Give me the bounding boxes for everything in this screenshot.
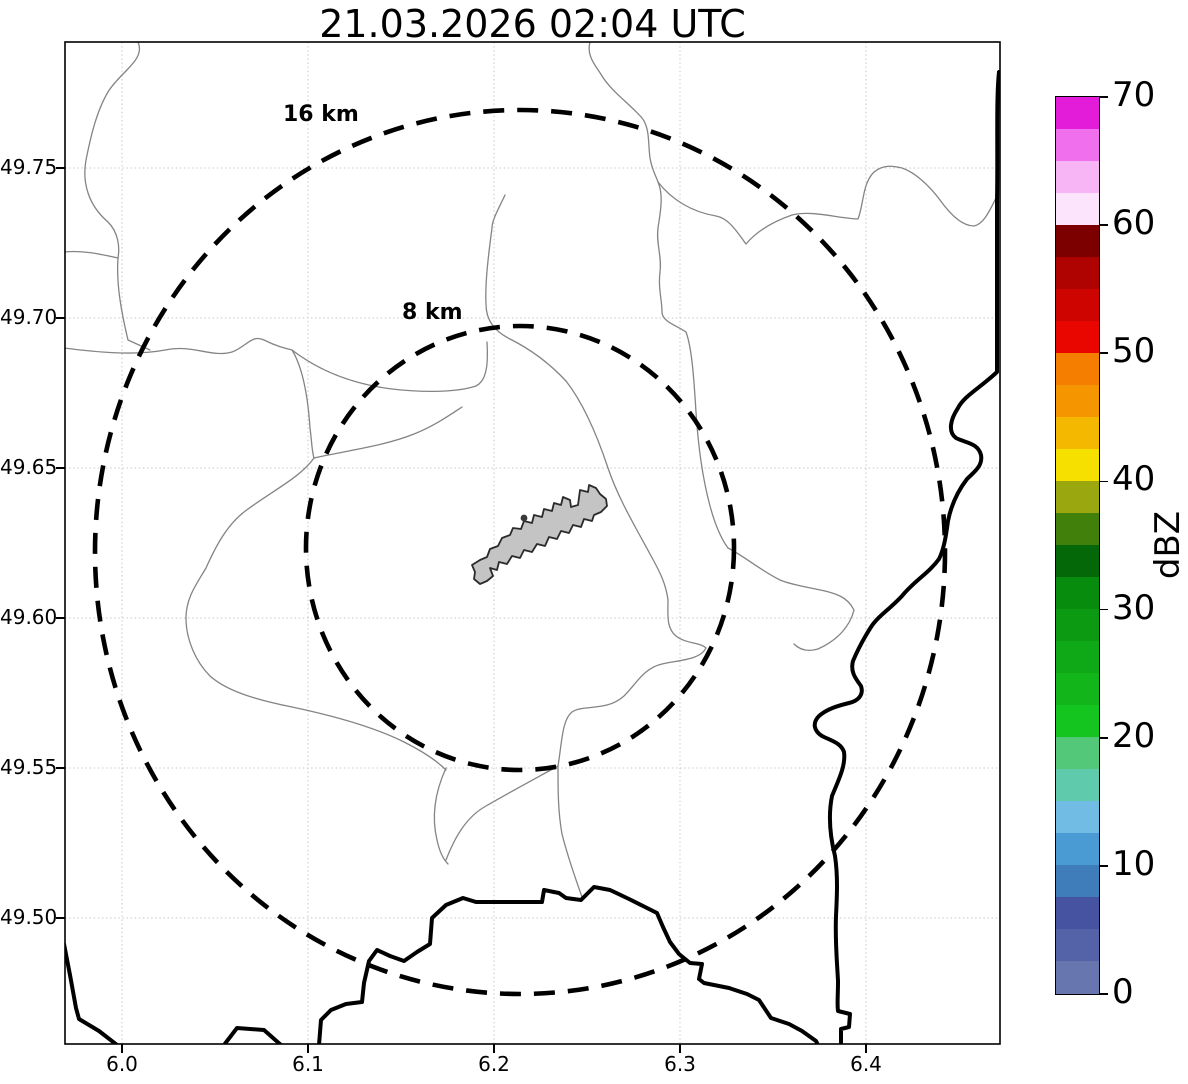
y-tick-mark	[56, 617, 65, 619]
x-tick-label: 6.0	[106, 1052, 138, 1076]
colorbar-tick-label: 30	[1112, 587, 1156, 628]
y-tick-label: 49.70	[0, 305, 58, 329]
colorbar-tick-label: 40	[1112, 459, 1156, 500]
colorbar-band	[1056, 385, 1099, 418]
colorbar-band	[1056, 801, 1099, 834]
colorbar-tick-mark	[1100, 736, 1108, 739]
colorbar-band	[1056, 865, 1099, 898]
colorbar-tick-mark	[1100, 608, 1108, 611]
colorbar-band	[1056, 929, 1099, 962]
colorbar-band	[1056, 289, 1099, 322]
colorbar-band	[1056, 193, 1099, 226]
range-rings	[92, 107, 948, 997]
colorbar-tick-label: 50	[1112, 331, 1156, 372]
colorbar-band	[1056, 481, 1099, 514]
colorbar-tick-mark	[1100, 993, 1108, 995]
colorbar-tick-label: 70	[1112, 75, 1156, 115]
colorbar-band	[1056, 161, 1099, 194]
x-tick-label: 6.1	[292, 1052, 324, 1076]
colorbar-band	[1056, 961, 1099, 994]
colorbar-band	[1056, 897, 1099, 930]
y-tick-mark	[56, 767, 65, 769]
colorbar-band	[1056, 513, 1099, 546]
y-tick-label: 49.50	[0, 905, 58, 929]
colorbar	[1055, 96, 1100, 995]
x-tick-label: 6.3	[664, 1052, 696, 1076]
colorbar-tick-mark	[1100, 352, 1108, 355]
colorbar-tick-mark	[1100, 96, 1108, 98]
figure-title: 21.03.2026 02:04 UTC	[319, 2, 746, 46]
colorbar-tick-label: 10	[1112, 843, 1156, 884]
colorbar-tick-mark	[1100, 480, 1108, 483]
x-tick-mark	[307, 1044, 309, 1053]
x-tick-label: 6.4	[850, 1052, 882, 1076]
y-tick-label: 49.60	[0, 605, 58, 629]
x-tick-mark	[493, 1044, 495, 1053]
colorbar-band	[1056, 577, 1099, 610]
city-boundary-polygon	[471, 484, 608, 585]
colorbar-band	[1056, 545, 1099, 578]
colorbar-tick-label: 20	[1112, 715, 1156, 756]
x-tick-mark	[121, 1044, 123, 1053]
colorbar-band	[1056, 353, 1099, 386]
plot-border	[64, 41, 1001, 1045]
colorbar-band	[1056, 705, 1099, 738]
colorbar-band	[1056, 257, 1099, 290]
colorbar-tick-label: 0	[1112, 972, 1134, 1012]
admin-boundary-lines	[65, 42, 998, 898]
y-tick-label: 49.75	[0, 155, 58, 179]
y-tick-mark	[56, 917, 65, 919]
colorbar-band	[1056, 97, 1099, 130]
colorbar-band	[1056, 833, 1099, 866]
range-ring-16km	[92, 107, 948, 997]
x-tick-label: 6.2	[478, 1052, 510, 1076]
y-tick-label: 49.55	[0, 755, 58, 779]
colorbar-band	[1056, 673, 1099, 706]
colorbar-band	[1056, 225, 1099, 258]
colorbar-tick-mark	[1100, 865, 1108, 867]
colorbar-band	[1056, 417, 1099, 450]
x-tick-mark	[865, 1044, 867, 1053]
national-border-lines	[65, 70, 1000, 1044]
y-tick-label: 49.65	[0, 455, 58, 479]
colorbar-band	[1056, 769, 1099, 802]
range-ring-8km	[303, 323, 737, 773]
colorbar-band	[1056, 609, 1099, 642]
y-tick-mark	[56, 167, 65, 169]
range-ring-16km-label: 16 km	[283, 102, 359, 127]
colorbar-band	[1056, 321, 1099, 354]
colorbar-tick-mark	[1100, 224, 1108, 226]
colorbar-band	[1056, 449, 1099, 482]
y-tick-mark	[56, 317, 65, 319]
colorbar-band	[1056, 129, 1099, 162]
city-center-marker	[520, 514, 528, 522]
y-tick-mark	[56, 467, 65, 469]
colorbar-band	[1056, 641, 1099, 674]
colorbar-band	[1056, 737, 1099, 770]
range-ring-8km-label: 8 km	[402, 300, 463, 325]
colorbar-axis-label: dBZ	[1148, 510, 1188, 580]
colorbar-tick-label: 60	[1112, 203, 1156, 244]
x-tick-mark	[679, 1044, 681, 1053]
